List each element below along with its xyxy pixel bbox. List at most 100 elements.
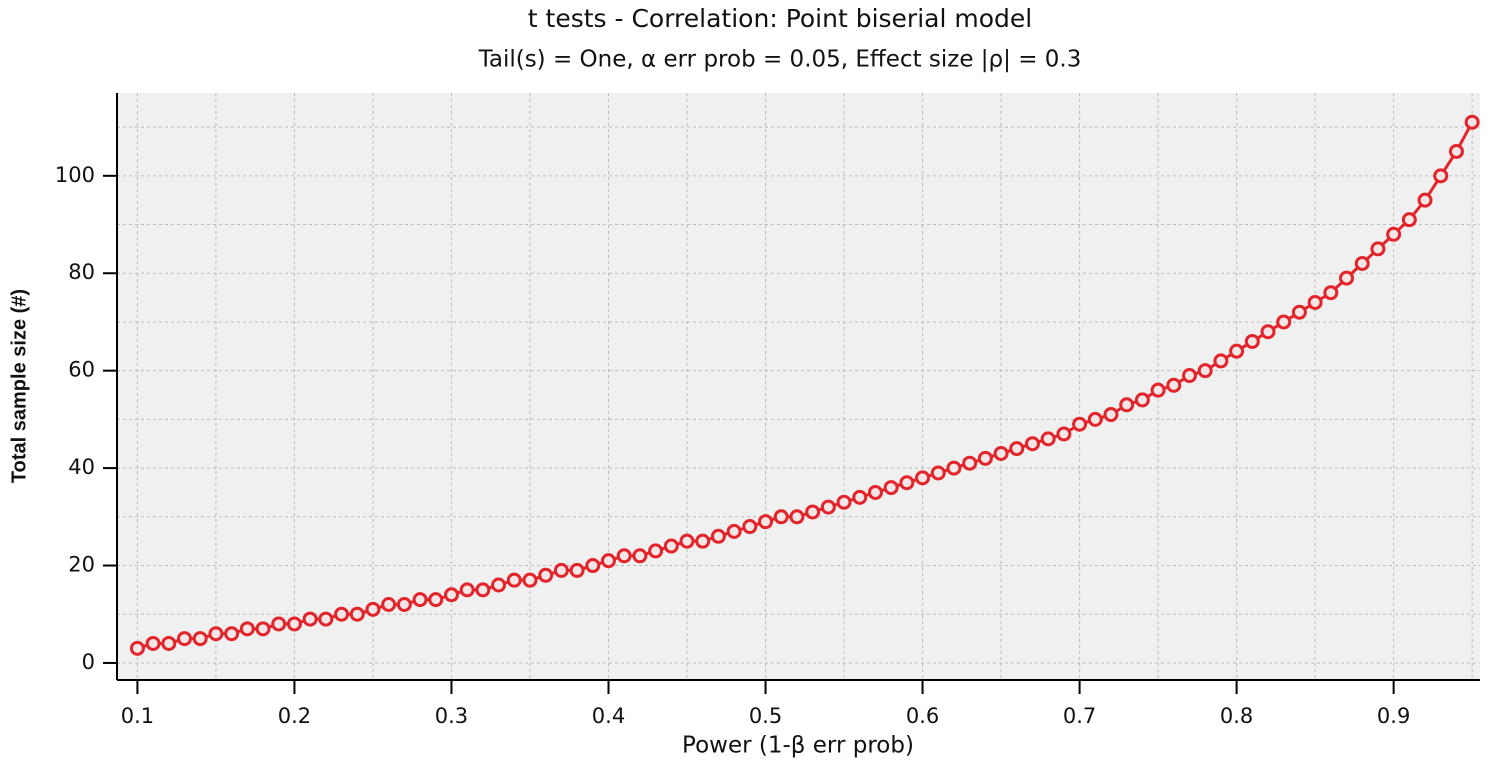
data-point — [663, 538, 679, 554]
data-point — [836, 494, 852, 510]
data-point — [1244, 333, 1260, 349]
data-point — [1134, 392, 1150, 408]
data-point — [1087, 411, 1103, 427]
data-point — [349, 606, 365, 622]
data-point — [192, 631, 208, 647]
data-point — [145, 635, 161, 651]
data-point — [129, 640, 145, 656]
x-tick-label: 0.2 — [278, 704, 311, 728]
data-point — [1009, 441, 1025, 457]
data-point — [1339, 270, 1355, 286]
y-tick-label: 100 — [55, 163, 95, 187]
x-tick-label: 0.9 — [1377, 704, 1410, 728]
data-point — [789, 509, 805, 525]
data-point — [1260, 324, 1276, 340]
data-point — [1354, 255, 1370, 271]
data-point — [1307, 294, 1323, 310]
data-point — [443, 587, 459, 603]
data-point — [224, 626, 240, 642]
data-point — [679, 533, 695, 549]
data-point — [412, 592, 428, 608]
data-point — [1433, 168, 1449, 184]
x-tick-label: 0.6 — [906, 704, 939, 728]
data-point — [522, 572, 538, 588]
y-tick-label: 0 — [82, 650, 95, 674]
data-point — [616, 548, 632, 564]
x-axis-label: Power (1-β err prob) — [682, 733, 914, 759]
x-tick-label: 0.1 — [121, 704, 154, 728]
data-point — [428, 592, 444, 608]
data-point — [773, 509, 789, 525]
data-point — [710, 528, 726, 544]
data-point — [161, 635, 177, 651]
y-tick-label: 40 — [68, 455, 95, 479]
data-point — [177, 631, 193, 647]
data-point — [1401, 212, 1417, 228]
data-point — [506, 572, 522, 588]
data-point — [1229, 343, 1245, 359]
data-point — [1291, 304, 1307, 320]
x-tick-label: 0.3 — [435, 704, 468, 728]
data-point — [1323, 285, 1339, 301]
data-point — [365, 601, 381, 617]
data-point — [1417, 192, 1433, 208]
data-point — [1166, 377, 1182, 393]
data-point — [255, 621, 271, 637]
data-point — [600, 553, 616, 569]
data-point — [585, 558, 601, 574]
data-point — [1213, 353, 1229, 369]
y-tick-label: 80 — [68, 260, 95, 284]
data-point — [491, 577, 507, 593]
data-point — [977, 450, 993, 466]
data-point — [883, 480, 899, 496]
data-point — [239, 621, 255, 637]
data-point — [1150, 382, 1166, 398]
data-point — [915, 470, 931, 486]
data-point — [1370, 241, 1386, 257]
data-point — [271, 616, 287, 632]
data-point — [867, 484, 883, 500]
data-point — [758, 514, 774, 530]
data-point — [1119, 397, 1135, 413]
x-tick-label: 0.7 — [1063, 704, 1096, 728]
data-point — [726, 523, 742, 539]
data-point — [1024, 436, 1040, 452]
data-point — [459, 582, 475, 598]
data-point — [946, 460, 962, 476]
data-point — [820, 499, 836, 515]
data-point — [1103, 407, 1119, 423]
x-tick-label: 0.5 — [749, 704, 782, 728]
data-point — [695, 533, 711, 549]
data-point — [569, 562, 585, 578]
data-point — [1386, 226, 1402, 242]
data-point — [899, 475, 915, 491]
data-point — [538, 567, 554, 583]
data-point — [962, 455, 978, 471]
chart-subtitle: Tail(s) = One, α err prob = 0.05, Effect… — [478, 47, 1082, 73]
data-point — [1464, 114, 1480, 130]
data-point — [805, 504, 821, 520]
data-point — [1197, 363, 1213, 379]
data-point — [852, 489, 868, 505]
data-point — [930, 465, 946, 481]
data-point — [1276, 314, 1292, 330]
data-point — [318, 611, 334, 627]
data-point — [286, 616, 302, 632]
y-axis-label: Total sample size (#) — [8, 289, 30, 483]
data-point — [742, 519, 758, 535]
data-point — [648, 543, 664, 559]
data-point — [381, 596, 397, 612]
data-point — [993, 445, 1009, 461]
data-point — [1040, 431, 1056, 447]
data-point — [334, 606, 350, 622]
x-tick-label: 0.4 — [592, 704, 625, 728]
y-tick-label: 60 — [68, 358, 95, 382]
plot-area — [117, 93, 1480, 680]
data-point — [1056, 426, 1072, 442]
data-point — [302, 611, 318, 627]
chart-title: t tests - Correlation: Point biserial mo… — [528, 4, 1032, 33]
data-point — [1181, 368, 1197, 384]
x-tick-label: 0.8 — [1220, 704, 1253, 728]
y-tick-label: 20 — [68, 553, 95, 577]
